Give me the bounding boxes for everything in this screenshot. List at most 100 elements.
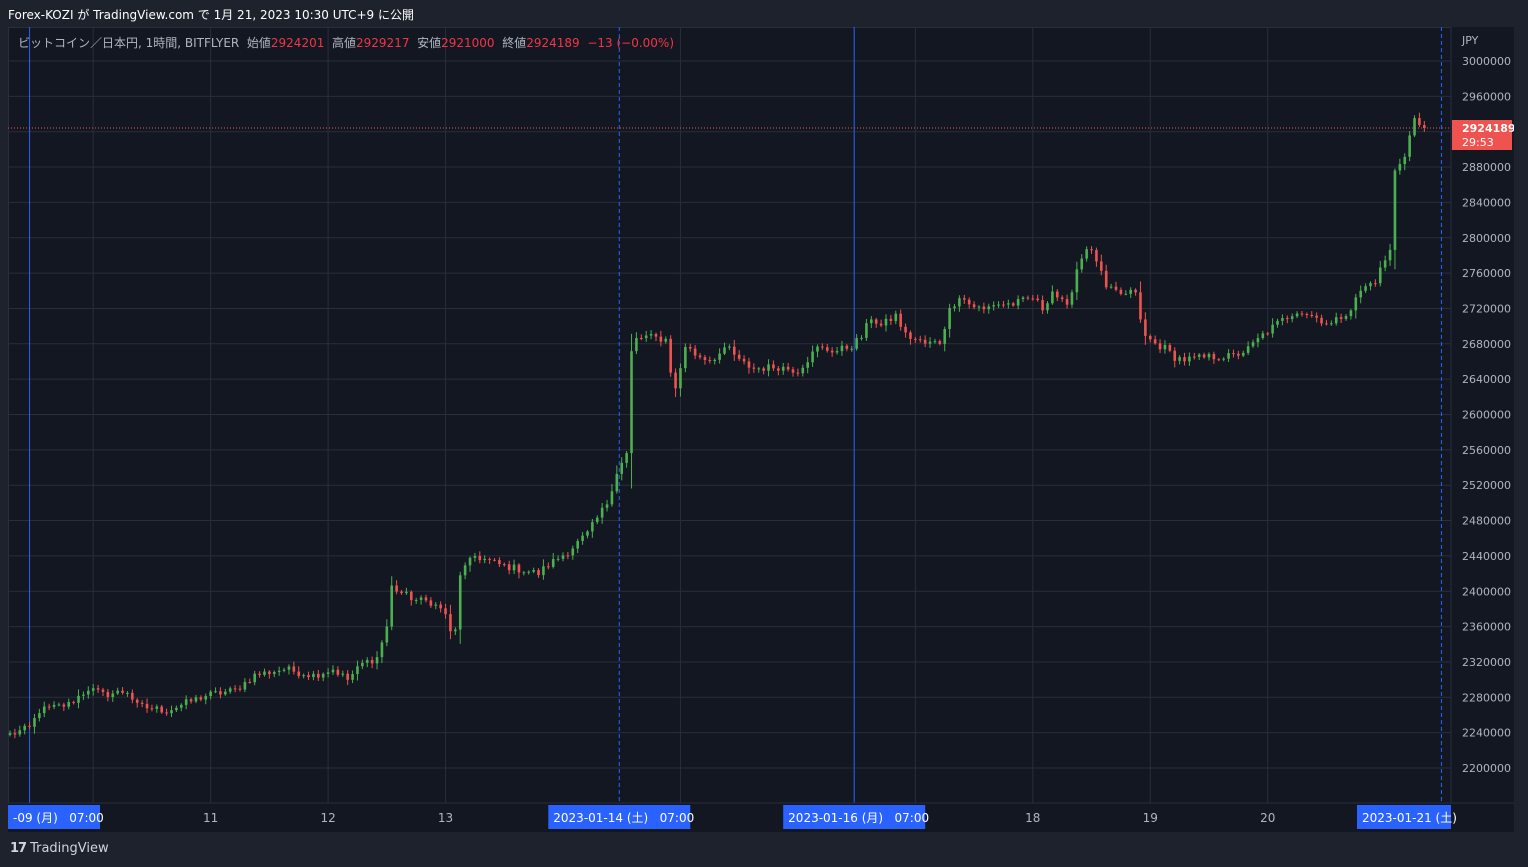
- candle-body: [28, 725, 31, 727]
- candle-body: [1046, 303, 1049, 311]
- candle-body: [1026, 297, 1030, 299]
- candle-body: [18, 730, 22, 735]
- candle-body: [1383, 260, 1387, 268]
- candle-body: [96, 688, 100, 690]
- candle-body: [1320, 317, 1323, 324]
- candle-body: [772, 364, 775, 369]
- footer-brand[interactable]: 17 TradingView: [10, 841, 109, 856]
- candle-body: [297, 671, 301, 676]
- candle-body: [351, 674, 354, 680]
- candle-body: [909, 332, 912, 339]
- candle-body: [1202, 354, 1206, 358]
- candle-body: [571, 548, 575, 556]
- candle-body: [992, 305, 995, 307]
- candle-body: [732, 346, 736, 355]
- candle-body: [1378, 267, 1382, 284]
- candle-body: [121, 690, 124, 693]
- price-tick-label: 2480000: [1462, 515, 1511, 528]
- marker-label-box: [783, 805, 926, 829]
- symbol-label[interactable]: ビットコイン／日本円, 1時間, BITFLYER: [18, 36, 240, 50]
- close-label: 終値: [502, 36, 527, 50]
- price-tag-value: 2924189: [1462, 122, 1514, 135]
- candle-body: [277, 670, 281, 673]
- candle-body: [1114, 286, 1118, 290]
- candle-body: [742, 358, 746, 362]
- candle-body: [796, 372, 800, 374]
- high-label: 高値: [332, 36, 357, 50]
- published-header: Forex-KOZI が TradingView.com で 1月 21, 20…: [8, 8, 415, 22]
- candle-body: [777, 368, 780, 371]
- candle-body: [331, 669, 335, 673]
- candle-body: [1055, 291, 1059, 298]
- candle-body: [547, 566, 550, 568]
- candle-body: [1085, 249, 1088, 259]
- candle-body: [972, 304, 976, 308]
- marker-label-box: [548, 805, 691, 829]
- candle-body: [522, 572, 526, 574]
- candle-body: [184, 699, 188, 705]
- candle-body: [409, 591, 413, 601]
- candle-body: [356, 666, 359, 675]
- candle-body: [723, 347, 726, 354]
- candle-body: [512, 564, 516, 571]
- candle-body: [72, 702, 75, 704]
- candle-body: [91, 688, 95, 691]
- candle-body: [703, 357, 707, 360]
- grid-lines: [8, 27, 1451, 803]
- candle-body: [370, 660, 374, 664]
- candle-body: [674, 372, 677, 389]
- candle-body: [1305, 314, 1309, 316]
- candle-body: [693, 348, 697, 356]
- price-tick-label: 2360000: [1462, 621, 1511, 634]
- candle-body: [1051, 291, 1054, 304]
- candle-body: [13, 733, 17, 735]
- candle-body: [718, 353, 721, 360]
- candle-body: [1139, 292, 1142, 320]
- candle-body: [33, 718, 36, 727]
- candle-body: [1070, 292, 1074, 305]
- candle-body: [1153, 339, 1157, 344]
- candle-body: [664, 338, 668, 342]
- candle-body: [502, 564, 506, 566]
- chart-frame: [8, 27, 1514, 832]
- time-tick-label: 13: [438, 811, 453, 825]
- candle-body: [493, 559, 496, 561]
- candle-body: [610, 491, 614, 505]
- time-axis[interactable]: 101112131517181920-09 (月) 07:002023-01-1…: [8, 802, 1514, 832]
- price-tick-label: 2720000: [1462, 302, 1511, 315]
- candle-body: [1423, 125, 1426, 128]
- candle-body: [865, 323, 868, 338]
- candle-body: [1104, 270, 1108, 288]
- candle-body: [1388, 249, 1392, 261]
- candle-body: [47, 706, 51, 708]
- candle-body: [1075, 269, 1079, 293]
- candle-body: [1398, 164, 1402, 171]
- candle-body: [209, 691, 212, 697]
- candle-body: [135, 699, 139, 703]
- candle-body: [967, 299, 971, 305]
- candle-body: [1163, 344, 1167, 350]
- candle-body: [498, 560, 501, 565]
- candle-body: [346, 673, 349, 680]
- candle-body: [747, 361, 751, 368]
- candle-body: [1031, 298, 1035, 300]
- candle-body: [576, 540, 579, 549]
- candle-body: [1339, 317, 1343, 319]
- price-tick-label: 2600000: [1462, 409, 1511, 422]
- candle-body: [708, 359, 712, 362]
- candle-body: [821, 346, 824, 348]
- candle-body: [679, 368, 682, 389]
- candle-body: [1237, 353, 1240, 356]
- candle-body: [1349, 310, 1353, 317]
- candle-body: [1364, 286, 1367, 291]
- candle-body: [1193, 356, 1196, 358]
- candlestick-chart[interactable]: JPY 2200000 2240000 2280000 2320000 2360000 24…: [8, 27, 1514, 832]
- candle-body: [1197, 354, 1201, 357]
- price-tick-label: 2760000: [1462, 267, 1511, 280]
- marker-label-text: 2023-01-14 (土) 07:00: [553, 811, 694, 825]
- price-tick-label: 2200000: [1462, 762, 1511, 775]
- candle-body: [321, 673, 325, 678]
- candle-body: [1227, 353, 1230, 359]
- candle-body: [1285, 318, 1289, 320]
- candle-body: [938, 341, 942, 344]
